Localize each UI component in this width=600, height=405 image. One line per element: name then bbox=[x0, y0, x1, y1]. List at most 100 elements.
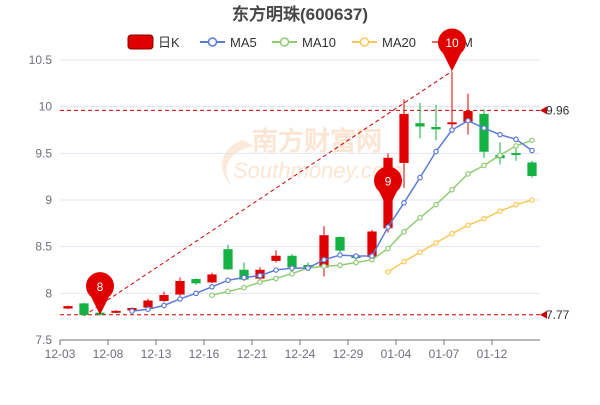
candle-body bbox=[415, 123, 425, 127]
ma10-point bbox=[209, 292, 215, 299]
reference-label: 7.77 bbox=[546, 308, 570, 322]
ma5-point bbox=[417, 174, 423, 181]
legend-k-swatch-icon bbox=[127, 34, 154, 50]
ma10-point bbox=[337, 262, 343, 269]
candle-body bbox=[63, 306, 73, 309]
marker-label: 10 bbox=[445, 36, 459, 50]
ma10-point bbox=[385, 245, 391, 252]
legend[interactable]: 日K MA5 MA10 MA20 M bbox=[127, 34, 473, 50]
ma10-point bbox=[529, 137, 535, 144]
candle-body bbox=[431, 126, 441, 130]
ma10-point bbox=[273, 275, 279, 282]
candle-body bbox=[223, 249, 233, 270]
marker-pin-icon bbox=[374, 166, 402, 210]
ma5-point bbox=[129, 308, 135, 314]
marker-pin[interactable]: 10 bbox=[438, 28, 467, 72]
ma5-line bbox=[131, 119, 533, 312]
ma5-point bbox=[161, 302, 167, 309]
x-tick-label: 01-12 bbox=[477, 347, 508, 361]
x-tick-label: 12-21 bbox=[237, 347, 268, 361]
candle-body bbox=[111, 310, 121, 313]
legend-label: MA5 bbox=[230, 35, 257, 50]
candle[interactable] bbox=[111, 310, 121, 313]
candle[interactable] bbox=[223, 244, 233, 270]
ma5-point bbox=[497, 131, 503, 138]
candles[interactable] bbox=[63, 72, 537, 316]
ma5-point bbox=[385, 224, 391, 230]
legend-label: MA10 bbox=[302, 35, 336, 50]
x-tick-label: 12-16 bbox=[189, 347, 220, 361]
candle-body bbox=[207, 274, 217, 283]
ma5-point bbox=[337, 252, 343, 258]
y-tick-label: 9.5 bbox=[35, 146, 52, 160]
y-tick-label: 8.5 bbox=[35, 240, 52, 254]
candle[interactable] bbox=[527, 160, 537, 178]
candle[interactable] bbox=[191, 278, 201, 285]
candle-body bbox=[191, 279, 201, 284]
ma10-point bbox=[401, 228, 407, 235]
candle[interactable] bbox=[175, 277, 185, 297]
y-axis: 7.5 8 8.5 9 9.5 10 10.5 bbox=[29, 53, 53, 347]
legend-item-ma5[interactable]: MA5 bbox=[200, 35, 257, 50]
marker-pin-icon bbox=[86, 272, 115, 315]
candle-body bbox=[511, 153, 521, 156]
ma5-point bbox=[321, 256, 327, 263]
ma20-point bbox=[417, 249, 423, 256]
ma5-point bbox=[193, 290, 199, 297]
marker-pin[interactable]: 9 bbox=[374, 166, 402, 210]
ma5-point bbox=[465, 117, 471, 124]
ma10-point bbox=[481, 162, 487, 169]
markers[interactable]: 8 9 10 bbox=[86, 28, 467, 315]
ma20-point bbox=[465, 222, 471, 229]
candle[interactable] bbox=[79, 302, 89, 316]
ma5-point bbox=[401, 200, 407, 206]
ma10-point bbox=[513, 143, 519, 149]
ma5-point bbox=[305, 265, 311, 271]
candle-body bbox=[447, 122, 457, 125]
candle[interactable] bbox=[335, 236, 345, 253]
x-axis: 12-03 12-08 12-13 12-16 12-21 12-24 12-29 01-04… bbox=[45, 339, 540, 361]
marker-pin[interactable]: 8 bbox=[86, 272, 115, 315]
ma10-point bbox=[257, 279, 263, 285]
candle[interactable] bbox=[415, 102, 425, 139]
ma5-point bbox=[145, 306, 151, 313]
x-tick-label: 01-04 bbox=[381, 347, 412, 361]
candle[interactable] bbox=[431, 104, 441, 141]
candle[interactable] bbox=[399, 99, 409, 188]
reference-label: 9.96 bbox=[546, 103, 570, 117]
marker-label: 9 bbox=[385, 174, 392, 188]
watermark-logo-icon bbox=[222, 140, 254, 186]
candle[interactable] bbox=[271, 250, 281, 263]
candle[interactable] bbox=[479, 109, 489, 158]
ma20-point bbox=[497, 208, 503, 215]
candle[interactable] bbox=[159, 291, 169, 302]
candle[interactable] bbox=[463, 93, 473, 135]
ma20-point bbox=[513, 201, 519, 208]
legend-label: M bbox=[462, 35, 473, 50]
ma20-point bbox=[449, 230, 455, 237]
x-tick-label: 12-13 bbox=[141, 347, 172, 361]
ma10-point bbox=[241, 284, 247, 291]
candle-body bbox=[271, 255, 281, 261]
y-tick-label: 9 bbox=[45, 193, 52, 207]
candle[interactable] bbox=[447, 72, 457, 133]
ma20-point bbox=[401, 258, 407, 265]
legend-item-ma10[interactable]: MA10 bbox=[272, 35, 336, 50]
x-tick-label: 01-07 bbox=[429, 347, 460, 361]
candle-body bbox=[479, 113, 489, 152]
candle[interactable] bbox=[207, 272, 217, 284]
x-tick-label: 12-03 bbox=[45, 347, 76, 361]
ma10-point bbox=[225, 288, 231, 295]
candle-body bbox=[367, 231, 377, 258]
legend-label: 日K bbox=[158, 35, 180, 50]
ma5-point bbox=[529, 147, 535, 154]
legend-item-k[interactable]: 日K bbox=[127, 34, 180, 50]
x-tick-label: 12-24 bbox=[285, 347, 316, 361]
legend-item-ma20[interactable]: MA20 bbox=[352, 35, 416, 50]
legend-label: MA20 bbox=[382, 35, 416, 50]
reference-arrow-icon bbox=[540, 106, 547, 115]
legend-dot-icon bbox=[359, 37, 370, 47]
ma5-point bbox=[257, 272, 263, 279]
candle[interactable] bbox=[63, 305, 73, 310]
